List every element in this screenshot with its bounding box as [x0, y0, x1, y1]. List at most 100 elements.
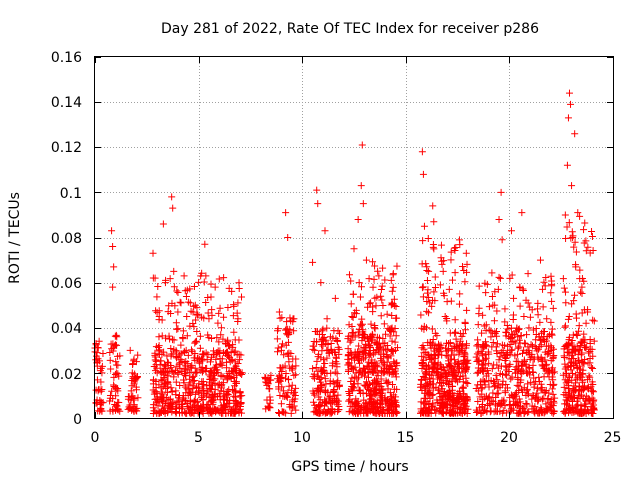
data-point: [492, 371, 500, 379]
data-point: [462, 249, 470, 257]
data-point: [493, 361, 501, 369]
data-point: [290, 327, 298, 335]
data-point: [207, 280, 215, 288]
data-point: [549, 304, 557, 312]
data-point: [358, 320, 366, 328]
data-point: [113, 405, 121, 413]
data-point: [351, 399, 359, 407]
data-point: [191, 364, 199, 372]
data-point: [426, 355, 434, 363]
data-point: [452, 328, 460, 336]
data-point: [535, 373, 543, 381]
data-point: [449, 403, 457, 411]
data-point: [534, 305, 542, 313]
data-point: [292, 355, 300, 363]
data-point: [506, 394, 514, 402]
data-point: [388, 337, 396, 345]
data-point: [181, 396, 189, 404]
data-point: [425, 365, 433, 373]
data-point: [579, 359, 587, 367]
data-point: [363, 408, 371, 416]
data-point: [174, 325, 182, 333]
data-point: [184, 391, 192, 399]
data-point: [458, 332, 466, 340]
data-point: [373, 360, 381, 368]
data-point: [231, 377, 239, 385]
data-point: [562, 400, 570, 408]
data-point: [149, 249, 157, 257]
y-tick-label-0.08: 0.08: [51, 231, 82, 247]
data-points: [91, 89, 598, 417]
data-point: [586, 347, 594, 355]
data-point: [387, 409, 395, 417]
data-point: [328, 406, 336, 414]
data-point: [522, 296, 530, 304]
data-point: [225, 386, 233, 394]
data-point: [323, 354, 331, 362]
data-point: [444, 381, 452, 389]
data-point: [179, 335, 187, 343]
data-point: [326, 392, 334, 400]
data-point: [455, 347, 463, 355]
data-point: [485, 383, 493, 391]
data-point: [165, 396, 173, 404]
data-point: [167, 352, 175, 360]
data-point: [492, 394, 500, 402]
data-point: [377, 382, 385, 390]
data-point: [184, 351, 192, 359]
data-point: [223, 390, 231, 398]
data-point: [203, 389, 211, 397]
data-point: [360, 396, 368, 404]
data-point: [384, 378, 392, 386]
data-point: [93, 376, 101, 384]
data-point: [383, 341, 391, 349]
data-point: [201, 240, 209, 248]
data-point: [315, 393, 323, 401]
data-point: [587, 409, 595, 417]
data-point: [388, 312, 396, 320]
data-point: [330, 388, 338, 396]
data-point: [325, 396, 333, 404]
data-point: [526, 355, 534, 363]
data-point: [498, 236, 506, 244]
data-point: [349, 329, 357, 337]
data-point: [224, 391, 232, 399]
data-point: [210, 405, 218, 413]
data-point: [581, 403, 589, 411]
data-point: [347, 277, 355, 285]
data-point: [211, 386, 219, 394]
data-point: [386, 402, 394, 410]
data-point: [549, 409, 557, 417]
data-point: [421, 369, 429, 377]
data-point: [232, 387, 240, 395]
data-point: [484, 370, 492, 378]
data-point: [181, 371, 189, 379]
data-point: [565, 312, 573, 320]
data-point: [278, 314, 286, 322]
data-point: [579, 378, 587, 386]
data-point: [315, 409, 323, 417]
data-point: [503, 349, 511, 357]
data-point: [523, 400, 531, 408]
data-point: [434, 368, 442, 376]
data-point: [354, 348, 362, 356]
data-point: [385, 402, 393, 410]
data-point: [199, 409, 207, 417]
data-point: [311, 391, 319, 399]
data-point: [586, 340, 594, 348]
data-point: [451, 368, 459, 376]
data-point: [288, 366, 296, 374]
y-tick-label-0.16: 0.16: [51, 50, 82, 66]
data-point: [425, 294, 433, 302]
data-point: [525, 324, 533, 332]
data-point: [350, 384, 358, 392]
data-point: [494, 285, 502, 293]
data-point: [447, 256, 455, 264]
data-point: [386, 389, 394, 397]
data-point: [314, 200, 322, 208]
data-point: [548, 325, 556, 333]
data-point: [316, 378, 324, 386]
data-point: [312, 338, 320, 346]
data-point: [368, 356, 376, 364]
data-point: [274, 348, 281, 356]
